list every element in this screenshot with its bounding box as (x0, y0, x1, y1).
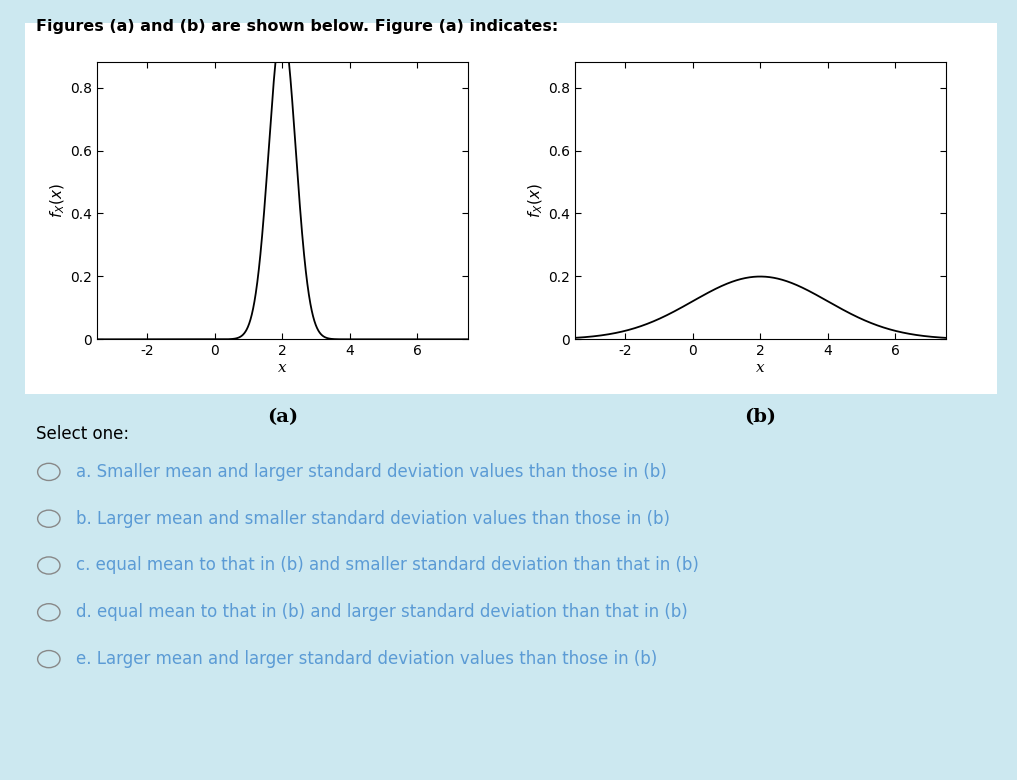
Text: a. Smaller mean and larger standard deviation values than those in (b): a. Smaller mean and larger standard devi… (76, 463, 667, 481)
Text: b. Larger mean and smaller standard deviation values than those in (b): b. Larger mean and smaller standard devi… (76, 509, 670, 528)
Y-axis label: $f_X(x)$: $f_X(x)$ (49, 183, 67, 218)
Text: Select one:: Select one: (36, 425, 129, 443)
Text: Figures (a) and (b) are shown below. Figure (a) indicates:: Figures (a) and (b) are shown below. Fig… (36, 20, 558, 34)
Text: (b): (b) (744, 409, 776, 427)
Y-axis label: $f_X(x)$: $f_X(x)$ (527, 183, 545, 218)
Text: (a): (a) (266, 409, 298, 427)
X-axis label: x: x (756, 361, 765, 375)
X-axis label: x: x (278, 361, 287, 375)
Text: d. equal mean to that in (b) and larger standard deviation than that in (b): d. equal mean to that in (b) and larger … (76, 603, 689, 622)
Text: e. Larger mean and larger standard deviation values than those in (b): e. Larger mean and larger standard devia… (76, 650, 658, 668)
Text: c. equal mean to that in (b) and smaller standard deviation than that in (b): c. equal mean to that in (b) and smaller… (76, 556, 699, 575)
